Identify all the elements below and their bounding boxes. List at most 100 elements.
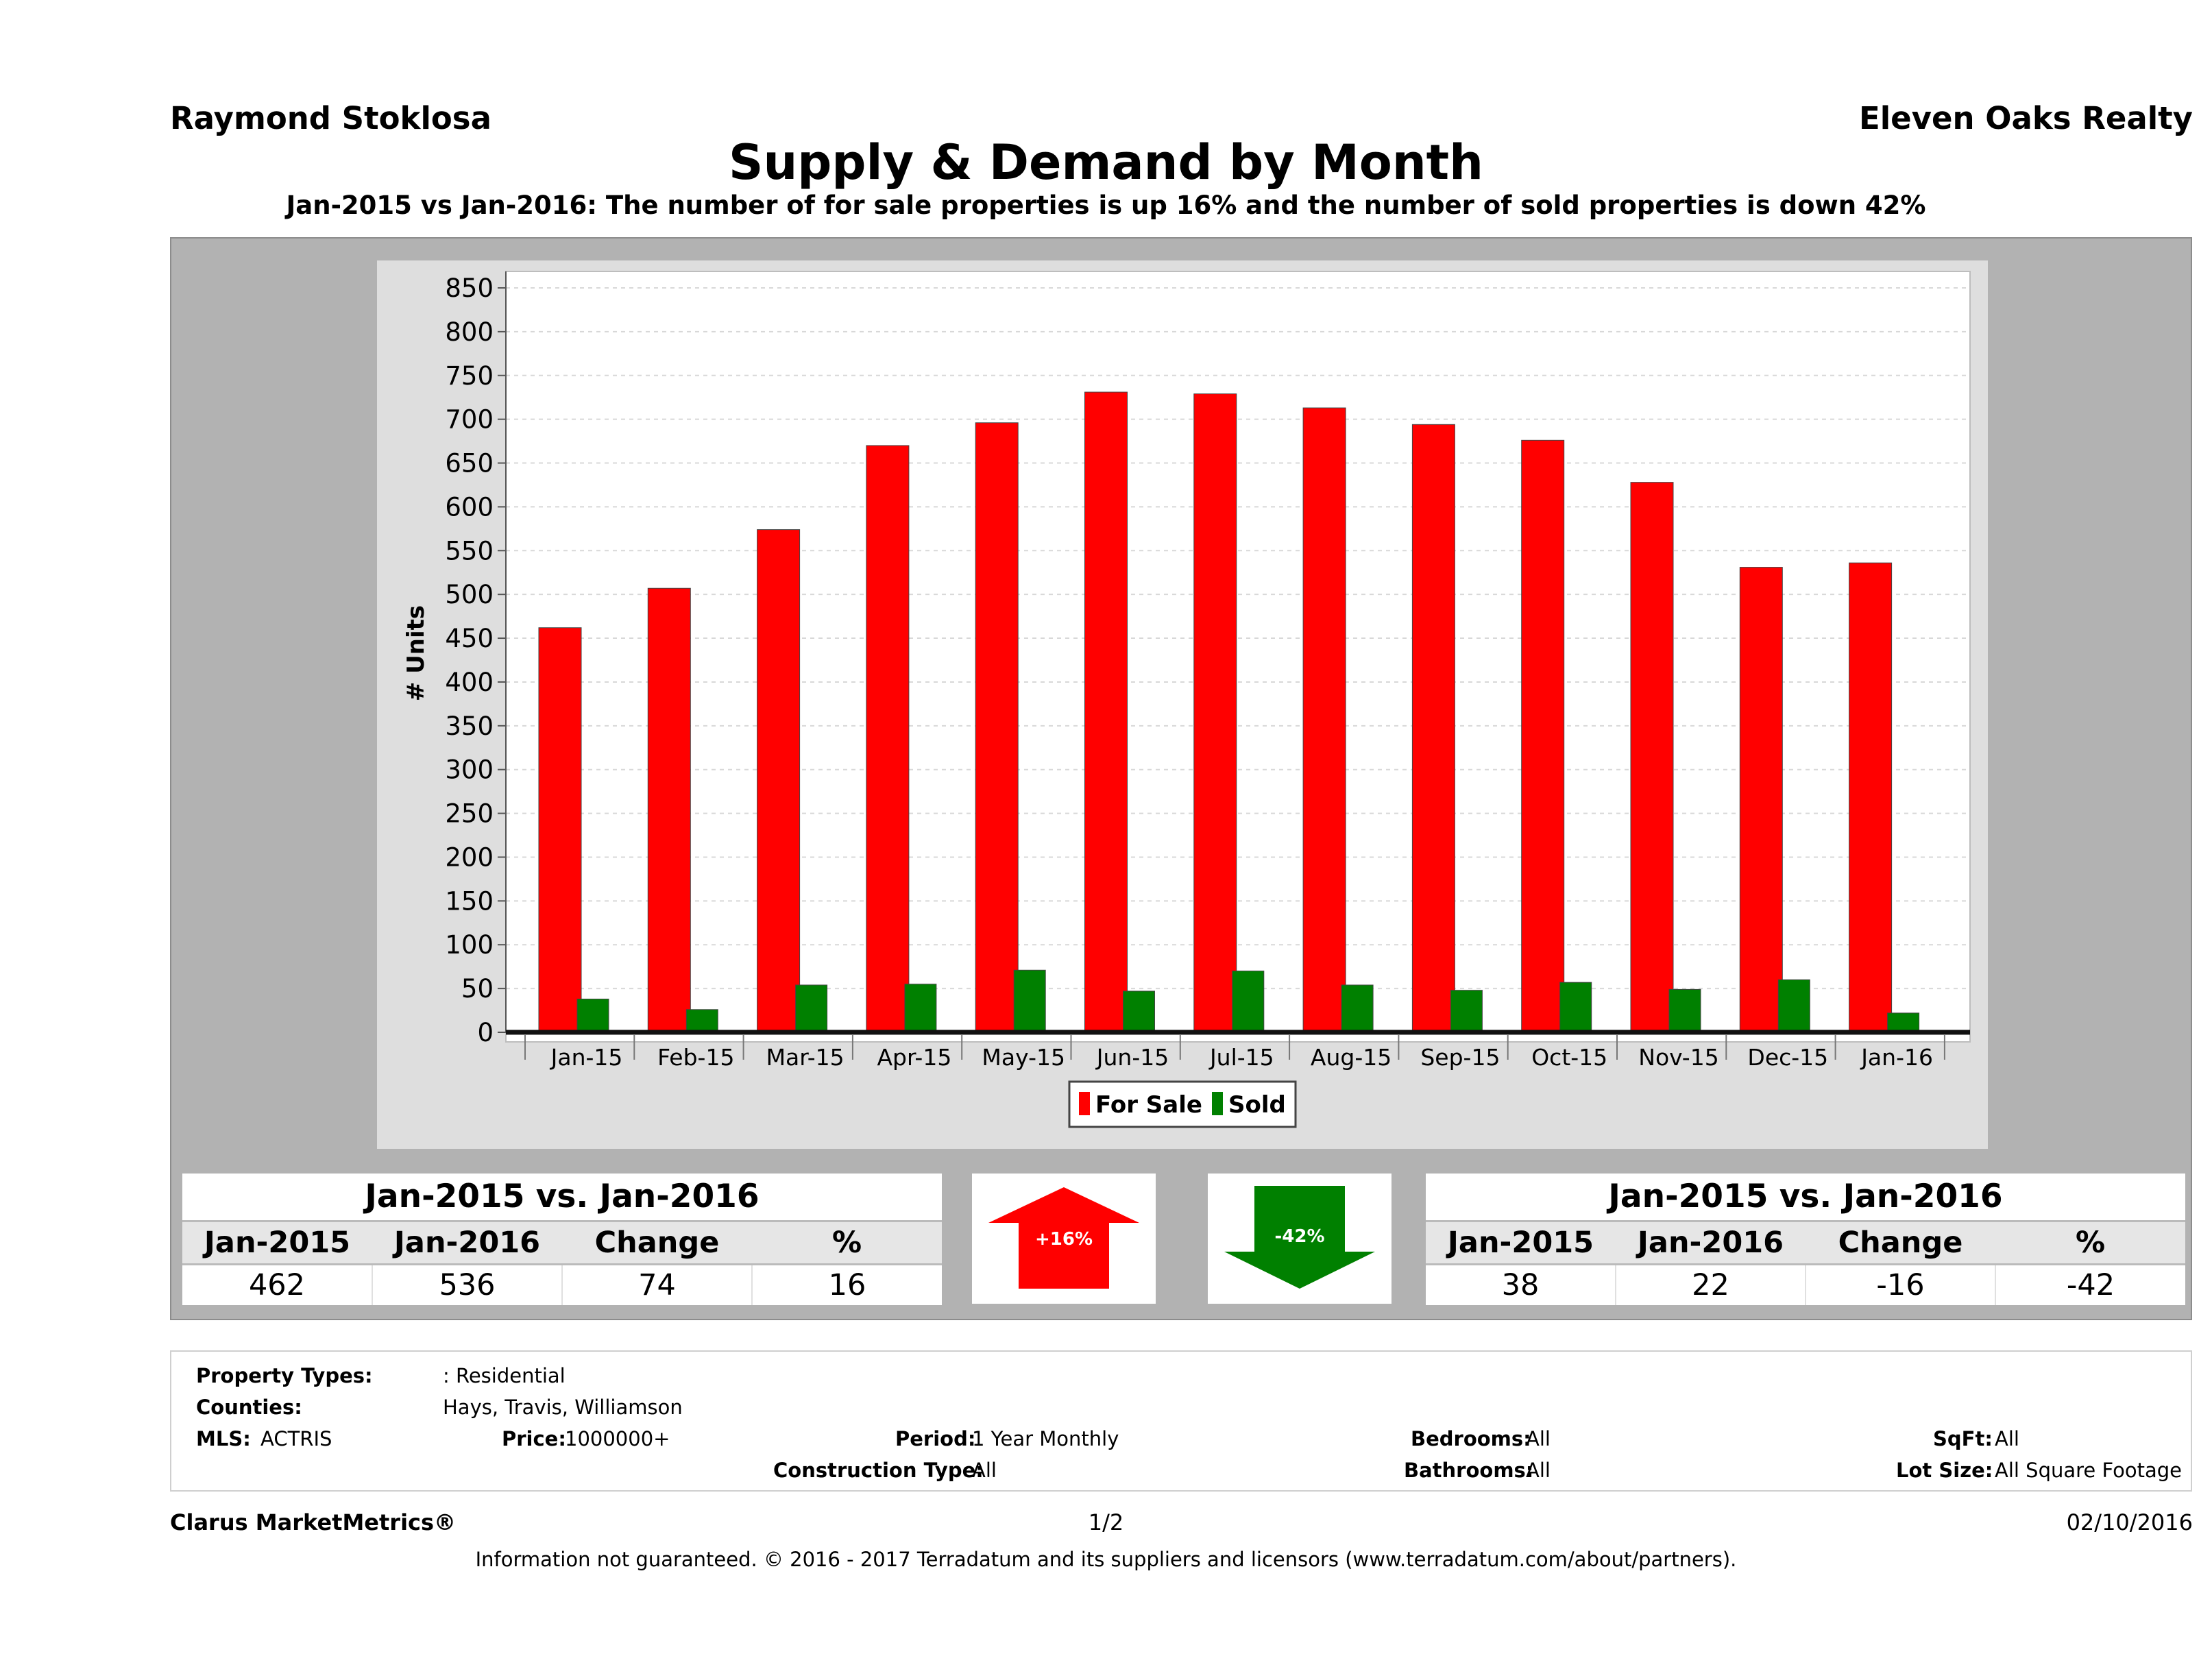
bar-sold bbox=[1232, 971, 1265, 1033]
x-tick-label: Jul-15 bbox=[1208, 1044, 1274, 1071]
report-date: 02/10/2016 bbox=[2066, 1509, 2193, 1535]
bar-sold bbox=[1559, 982, 1592, 1033]
sold-stats-table: Jan-2015 Jan-2016 Change % 38 22 -16 -42 bbox=[1426, 1220, 2185, 1305]
axes: 0 50 100 150 200 250 300 350 400 450 500 550 600 650 7… bbox=[445, 271, 1970, 1071]
y-axis-label: # Units bbox=[402, 605, 430, 701]
y-tick-label: 0 bbox=[477, 1018, 494, 1047]
x-tick-label: Oct-15 bbox=[1531, 1044, 1607, 1071]
y-tick-label: 750 bbox=[445, 361, 494, 391]
bar-sold bbox=[1777, 979, 1810, 1033]
y-tick-label: 800 bbox=[445, 317, 494, 347]
construction-type-label: Construction Type: bbox=[773, 1459, 984, 1482]
y-tick-label: 400 bbox=[445, 668, 494, 697]
x-tick-label: Mar-15 bbox=[766, 1044, 844, 1071]
sold-arrow-box: -42% bbox=[1208, 1174, 1391, 1304]
disclaimer: Information not guaranteed. © 2016 - 201… bbox=[475, 1548, 1737, 1571]
footer-brand: Clarus MarketMetrics® bbox=[170, 1509, 457, 1535]
stat-header: Change bbox=[562, 1220, 752, 1265]
bar-chart: 0 50 100 150 200 250 300 350 400 450 500 550 600 650 7… bbox=[402, 271, 1971, 1128]
y-tick-label: 200 bbox=[445, 842, 494, 872]
y-tick-label: 50 bbox=[461, 974, 494, 1004]
sold-stats-title: Jan-2015 vs. Jan-2016 bbox=[1608, 1178, 2003, 1215]
stat-header: Jan-2015 bbox=[182, 1220, 372, 1265]
for-sale-arrow-box: +16% bbox=[972, 1174, 1156, 1304]
legend-swatch-sold bbox=[1212, 1092, 1223, 1115]
legend-label-for-sale: For Sale bbox=[1095, 1091, 1202, 1119]
stat-header: Change bbox=[1806, 1220, 1995, 1265]
bar-for-sale bbox=[757, 529, 801, 1033]
sold-stats-box: Jan-2015 vs. Jan-2016 Jan-2015 Jan-2016 … bbox=[1426, 1174, 2185, 1305]
y-tick-label: 850 bbox=[445, 273, 494, 303]
bar-sold bbox=[904, 984, 937, 1033]
report-title: Supply & Demand by Month bbox=[729, 134, 1483, 191]
lot-size-value: All Square Footage bbox=[1995, 1459, 2183, 1482]
x-tick-label: May-15 bbox=[982, 1044, 1065, 1071]
for-sale-stats-title: Jan-2015 vs. Jan-2016 bbox=[365, 1178, 759, 1215]
price-label: Price: bbox=[502, 1427, 566, 1450]
bar-for-sale bbox=[1411, 424, 1455, 1033]
counties-label: Counties: bbox=[196, 1396, 302, 1419]
page-number: 1/2 bbox=[1088, 1509, 1124, 1535]
bar-for-sale bbox=[1849, 562, 1893, 1033]
y-tick-label: 150 bbox=[445, 886, 494, 916]
bar-for-sale bbox=[1739, 567, 1783, 1033]
stat-value: 74 bbox=[562, 1264, 753, 1305]
plot-area bbox=[505, 271, 1971, 1043]
bar-sold bbox=[1123, 990, 1155, 1033]
for-sale-stats-box: Jan-2015 vs. Jan-2016 Jan-2015 Jan-2016 … bbox=[182, 1174, 942, 1305]
y-tick-label: 500 bbox=[445, 580, 494, 609]
counties-value: Hays, Travis, Williamson bbox=[443, 1396, 683, 1419]
arrow-up-icon bbox=[988, 1187, 1139, 1289]
bedrooms-label: Bedrooms: bbox=[1411, 1427, 1531, 1450]
stat-value: 536 bbox=[372, 1264, 563, 1305]
legend: For Sale Sold bbox=[1068, 1080, 1297, 1128]
bedrooms-value: All bbox=[1526, 1427, 1551, 1450]
bar-sold bbox=[576, 998, 609, 1033]
report-subtitle: Jan-2015 vs Jan-2016: The number of for … bbox=[286, 191, 1926, 220]
lot-size-label: Lot Size: bbox=[1896, 1459, 1993, 1482]
x-tick-label: Jan-16 bbox=[1860, 1044, 1933, 1071]
sqft-value: All bbox=[1995, 1427, 2019, 1450]
bathrooms-value: All bbox=[1526, 1459, 1551, 1482]
x-tick-label: Feb-15 bbox=[657, 1044, 734, 1071]
bar-for-sale bbox=[538, 627, 582, 1033]
stat-value: 22 bbox=[1616, 1264, 1806, 1305]
bar-for-sale bbox=[866, 445, 910, 1033]
bathrooms-label: Bathrooms: bbox=[1404, 1459, 1534, 1482]
bar-for-sale bbox=[1302, 407, 1346, 1033]
stat-value: 38 bbox=[1426, 1264, 1616, 1305]
y-tick-label: 600 bbox=[445, 492, 494, 522]
bar-for-sale bbox=[975, 422, 1019, 1033]
x-tick-label: Sep-15 bbox=[1420, 1044, 1500, 1071]
bar-for-sale bbox=[1521, 439, 1565, 1033]
bar-sold bbox=[1450, 990, 1483, 1033]
stat-header: Jan-2015 bbox=[1426, 1220, 1616, 1265]
legend-label-sold: Sold bbox=[1228, 1091, 1286, 1119]
x-tick-label: Jun-15 bbox=[1095, 1044, 1169, 1071]
for-sale-stats-table: Jan-2015 Jan-2016 Change % 462 536 74 16 bbox=[182, 1220, 942, 1305]
y-tick-label: 100 bbox=[445, 930, 494, 960]
bar-for-sale bbox=[1193, 393, 1237, 1033]
property-types-value: : Residential bbox=[443, 1364, 566, 1387]
property-types-label: Property Types: bbox=[196, 1364, 373, 1387]
y-tick-label: 350 bbox=[445, 712, 494, 741]
y-tick-label: 650 bbox=[445, 449, 494, 478]
x-tick-label: Dec-15 bbox=[1747, 1044, 1828, 1071]
mls-value: ACTRIS bbox=[260, 1427, 332, 1450]
bar-for-sale bbox=[1630, 482, 1674, 1033]
bar-sold bbox=[1341, 984, 1374, 1033]
construction-type-value: All bbox=[972, 1459, 997, 1482]
period-value: 1 Year Monthly bbox=[972, 1427, 1119, 1450]
bars bbox=[538, 391, 1920, 1033]
legend-swatch-for-sale bbox=[1079, 1092, 1090, 1115]
sqft-label: SqFt: bbox=[1933, 1427, 1993, 1450]
bar-sold bbox=[1887, 1012, 1920, 1033]
x-tick-label: Jan-15 bbox=[550, 1044, 623, 1071]
x-tick-label: Nov-15 bbox=[1638, 1044, 1718, 1071]
y-tick-label: 250 bbox=[445, 799, 494, 829]
period-label: Period: bbox=[895, 1427, 976, 1450]
x-tick-label: Aug-15 bbox=[1311, 1044, 1391, 1071]
stat-header: % bbox=[1995, 1220, 2185, 1265]
stat-value: -16 bbox=[1806, 1264, 1996, 1305]
arrow-down-icon bbox=[1224, 1186, 1375, 1289]
